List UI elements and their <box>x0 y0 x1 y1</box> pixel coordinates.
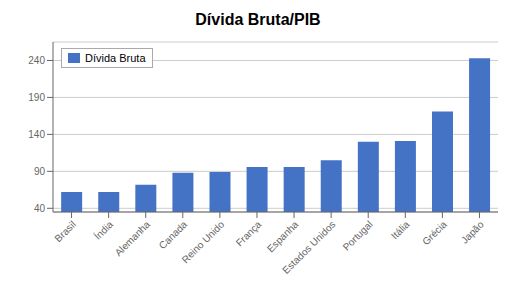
svg-text:Estados Unidos: Estados Unidos <box>280 219 337 276</box>
svg-text:40: 40 <box>34 203 46 214</box>
svg-text:240: 240 <box>28 55 45 66</box>
svg-text:França: França <box>234 218 264 248</box>
svg-text:Reino Unido: Reino Unido <box>180 218 227 265</box>
svg-text:Portugal: Portugal <box>341 219 375 253</box>
svg-text:Alemanha: Alemanha <box>113 218 153 258</box>
svg-text:Itália: Itália <box>389 218 412 241</box>
svg-text:Índia: Índia <box>91 218 115 242</box>
html-text:Dívida Bruta: Dívida Bruta <box>85 52 146 64</box>
svg-text:90: 90 <box>34 166 46 177</box>
svg-text:Canada: Canada <box>157 218 190 251</box>
svg-text:Japão: Japão <box>459 218 486 245</box>
svg-text:Espanha: Espanha <box>265 218 301 254</box>
html-text:Dívida Bruta/PIB: Dívida Bruta/PIB <box>195 11 321 28</box>
svg-text:Grécia: Grécia <box>420 218 449 247</box>
svg-text:190: 190 <box>28 92 45 103</box>
svg-text:Brasil: Brasil <box>53 219 78 244</box>
svg-text:140: 140 <box>28 129 45 140</box>
